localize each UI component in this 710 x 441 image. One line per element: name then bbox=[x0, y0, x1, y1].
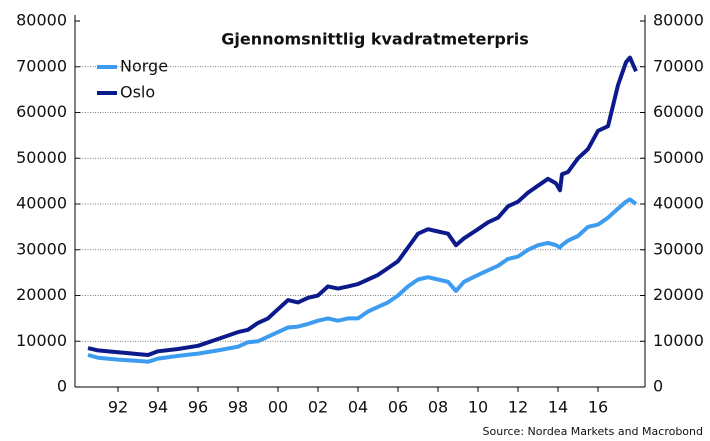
y-tick-label: 30000 bbox=[16, 239, 67, 258]
y2-tick-label: 50000 bbox=[653, 148, 704, 167]
x-tick-label: 02 bbox=[308, 398, 328, 417]
y2-tick-label: 20000 bbox=[653, 285, 704, 304]
x-tick-label: 04 bbox=[348, 398, 368, 417]
y-tick-label: 40000 bbox=[16, 194, 67, 213]
series-line bbox=[87, 55, 638, 357]
x-tick-label: 08 bbox=[428, 398, 448, 417]
x-tick-label: 92 bbox=[108, 398, 128, 417]
legend-label: Oslo bbox=[120, 83, 155, 102]
y-tick-label: 10000 bbox=[16, 331, 67, 350]
y2-tick-label: 60000 bbox=[653, 102, 704, 121]
chart-title: Gjennomsnittlig kvadratmeterpris bbox=[221, 30, 529, 49]
x-tick-label: 16 bbox=[588, 398, 608, 417]
series-line bbox=[87, 197, 638, 364]
y2-tick-label: 70000 bbox=[653, 56, 704, 75]
y-tick-label: 50000 bbox=[16, 148, 67, 167]
y2-tick-label: 80000 bbox=[653, 11, 704, 30]
x-tick-label: 98 bbox=[228, 398, 248, 417]
y-tick-label: 20000 bbox=[16, 285, 67, 304]
x-tick-label: 12 bbox=[508, 398, 528, 417]
x-tick-label: 94 bbox=[148, 398, 168, 417]
y2-tick-label: 0 bbox=[653, 377, 663, 396]
y-tick-label: 80000 bbox=[16, 11, 67, 30]
x-tick-label: 10 bbox=[468, 398, 488, 417]
source: Source: Nordea Markets and Macrobond bbox=[483, 425, 703, 438]
y2-tick-label: 30000 bbox=[653, 239, 704, 258]
y-tick-label: 60000 bbox=[16, 102, 67, 121]
y2-tick-label: 40000 bbox=[653, 194, 704, 213]
x-tick-label: 14 bbox=[548, 398, 568, 417]
legend-label: Norge bbox=[120, 57, 168, 76]
y-tick-label: 0 bbox=[57, 377, 67, 396]
x-tick-label: 06 bbox=[388, 398, 408, 417]
x-tick-label: 00 bbox=[268, 398, 288, 417]
y2-tick-label: 10000 bbox=[653, 331, 704, 350]
y-tick-label: 70000 bbox=[16, 56, 67, 75]
x-tick-label: 96 bbox=[188, 398, 208, 417]
